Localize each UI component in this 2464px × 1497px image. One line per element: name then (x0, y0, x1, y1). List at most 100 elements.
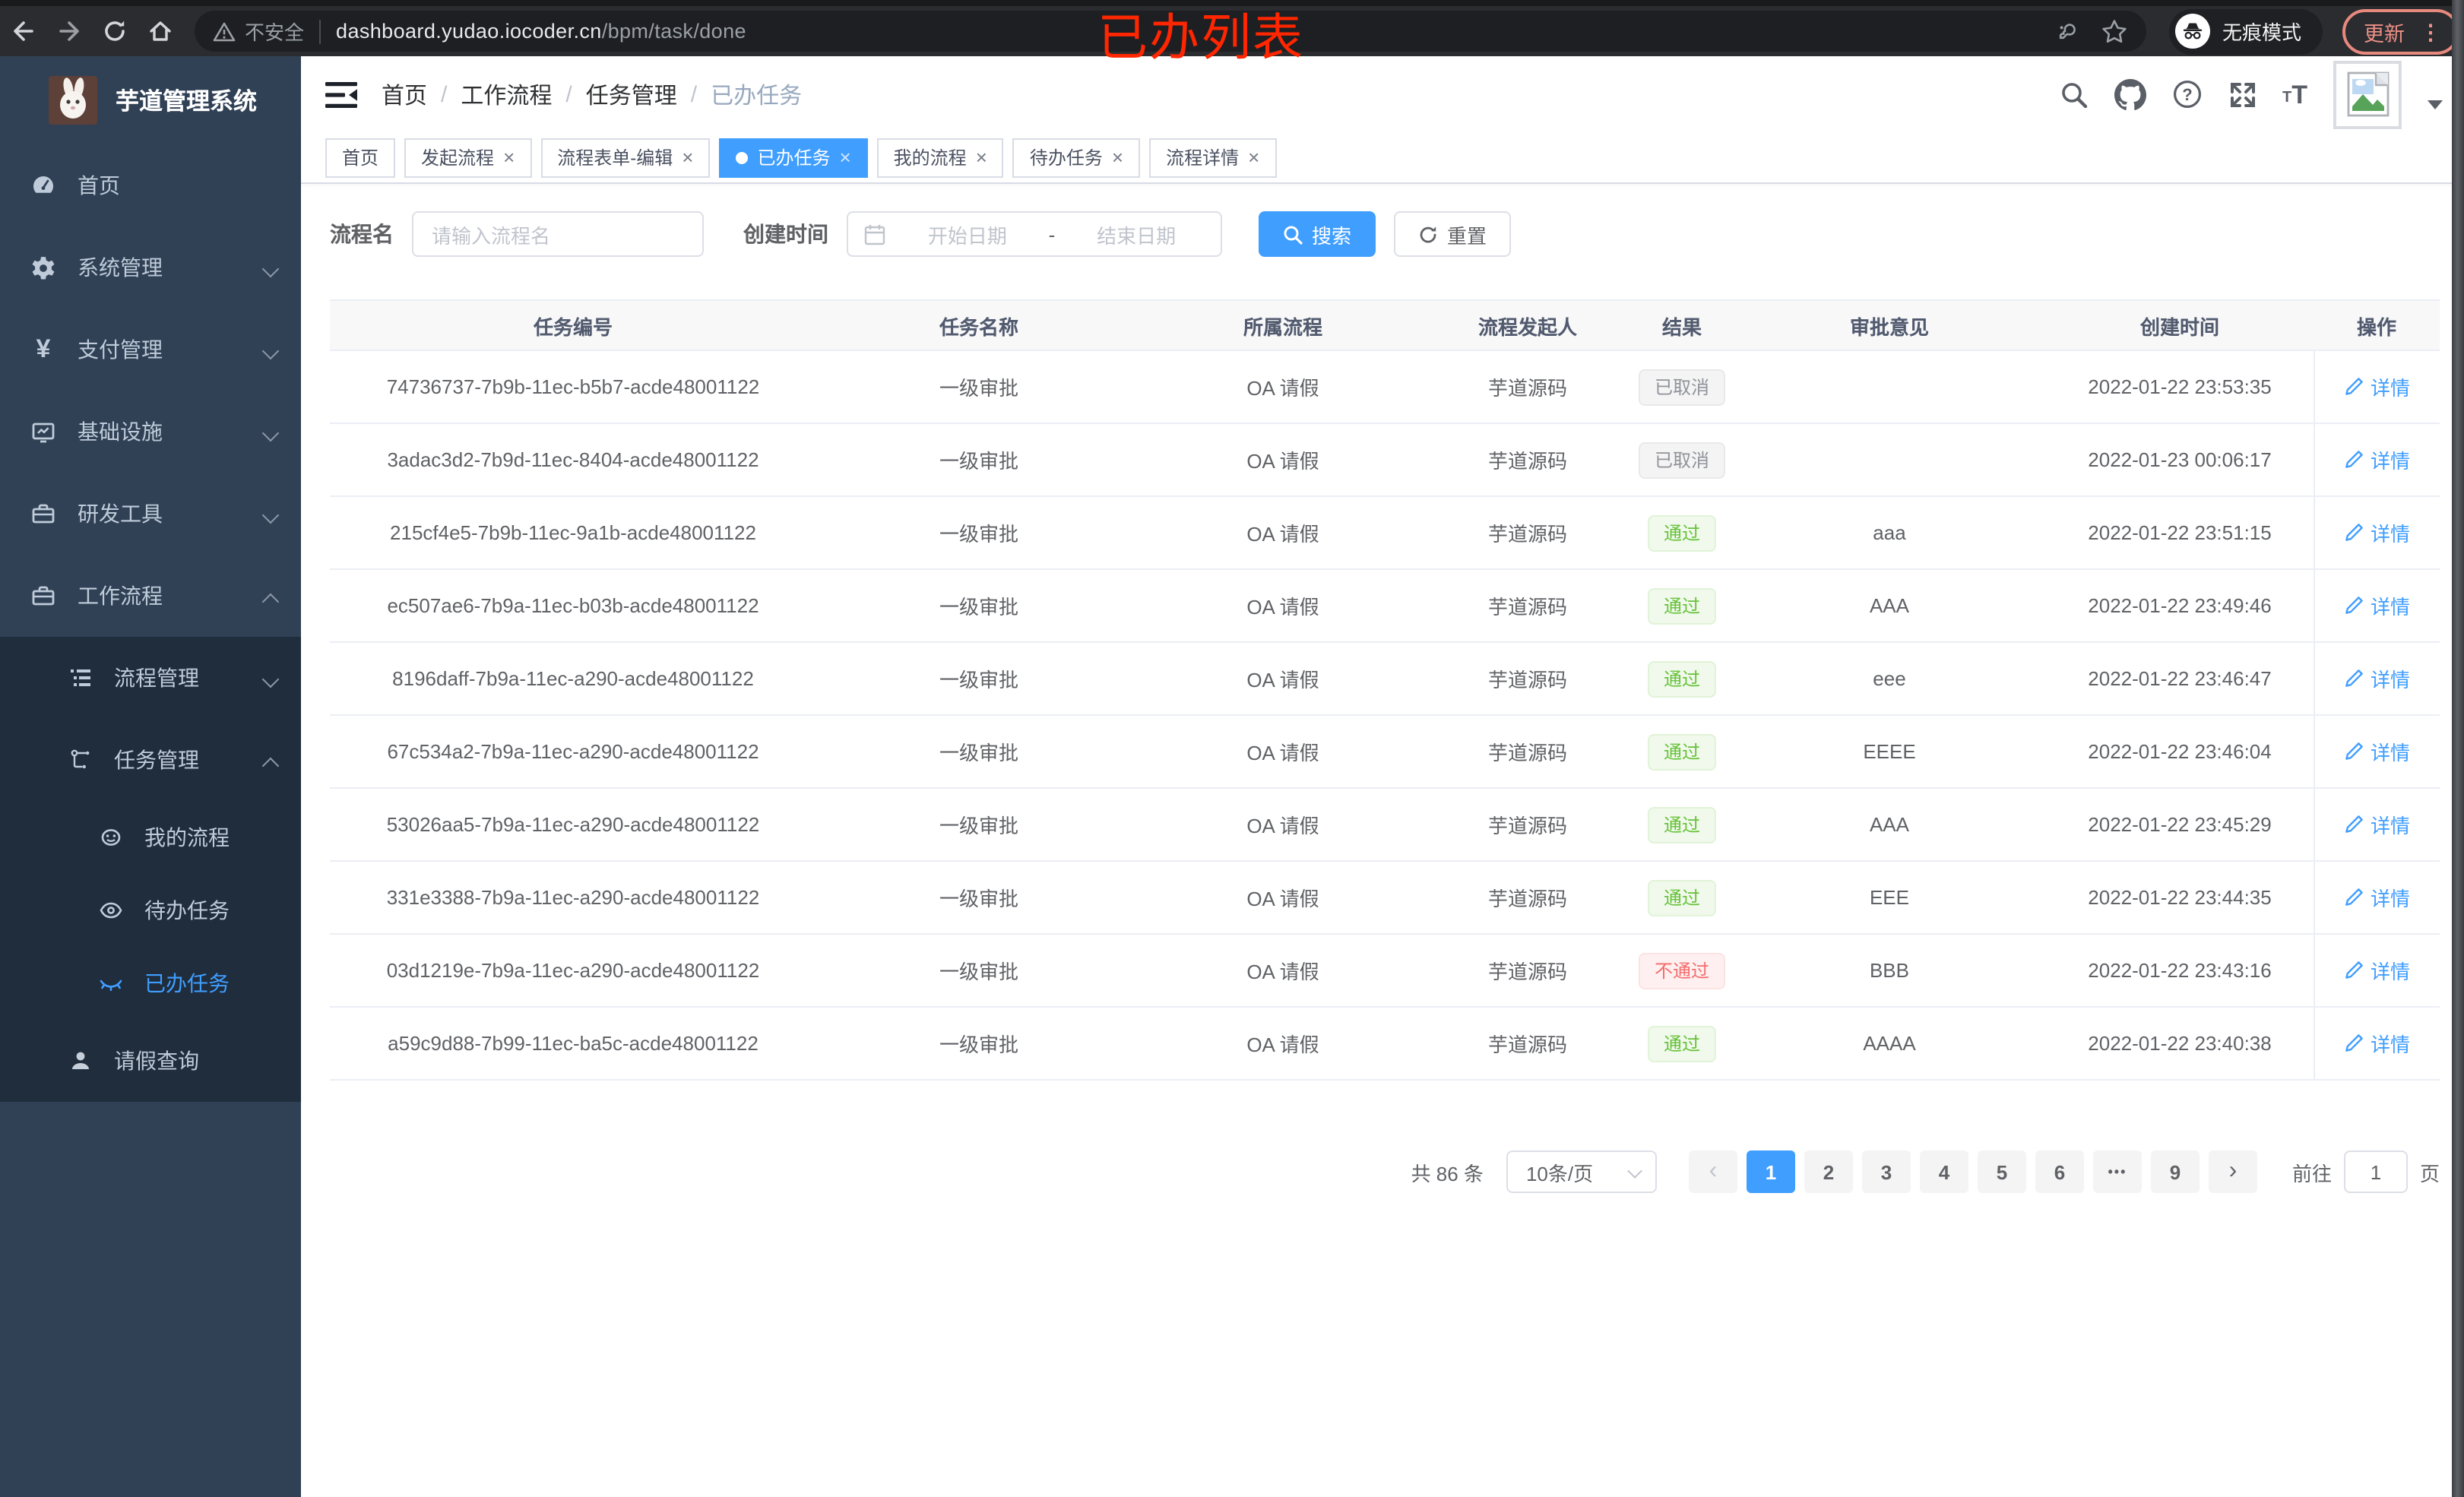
page-button[interactable]: 6 (2035, 1150, 2084, 1193)
date-range-picker[interactable]: 开始日期 - 结束日期 (847, 211, 1222, 257)
incognito-icon (2175, 14, 2210, 49)
address-bar[interactable]: 不安全 dashboard.yudao.iocoder.cn/bpm/task/… (195, 11, 2146, 52)
detail-link[interactable]: 详情 (2345, 883, 2410, 912)
browser-update-button[interactable]: 更新 ⋮ (2342, 8, 2460, 54)
process-name-label: 流程名 (330, 222, 394, 246)
breadcrumb-workflow[interactable]: 工作流程 (461, 83, 553, 109)
detail-link[interactable]: 详情 (2345, 445, 2410, 474)
created-time-cell: 2022-01-22 23:49:46 (2046, 570, 2314, 643)
browser-reload-button[interactable] (91, 18, 137, 44)
detail-link[interactable]: 详情 (2345, 518, 2410, 547)
detail-link[interactable]: 详情 (2345, 372, 2410, 401)
comment-cell: AAA (1733, 570, 2046, 643)
page-button[interactable]: 3 (1861, 1150, 1911, 1193)
task-id-cell: 8196daff-7b9a-11ec-a290-acde48001122 (330, 643, 816, 716)
task-id-cell: 67c534a2-7b9a-11ec-a290-acde48001122 (330, 716, 816, 789)
dashboard-icon (30, 172, 56, 198)
page-button[interactable]: 2 (1804, 1150, 1853, 1193)
detail-link[interactable]: 详情 (2345, 1029, 2410, 1058)
view-tab[interactable]: 流程表单-编辑 × (540, 138, 711, 177)
view-tab[interactable]: 待办任务 × (1012, 138, 1141, 177)
edit-icon (2346, 669, 2364, 687)
detail-link[interactable]: 详情 (2345, 591, 2410, 620)
sidebar-fold-icon[interactable] (325, 80, 357, 109)
chevron-down-icon (264, 342, 280, 357)
active-dot (736, 151, 749, 163)
sidebar-item-workflow[interactable]: 工作流程 (0, 555, 301, 637)
breadcrumb-task-mgmt[interactable]: 任务管理 (585, 83, 677, 109)
sidebar-logo[interactable]: 芋道管理系统 (0, 56, 301, 144)
table-row: 215cf4e5-7b9b-11ec-9a1b-acde48001122 一级审… (330, 497, 2440, 570)
close-icon[interactable]: × (1111, 146, 1124, 169)
close-icon[interactable]: × (503, 146, 515, 169)
page-button[interactable]: ••• (2092, 1150, 2142, 1193)
process-name-input[interactable]: 请输入流程名 (412, 211, 704, 257)
page-button[interactable]: 9 (2150, 1150, 2200, 1193)
page-button[interactable]: 4 (1919, 1150, 1968, 1193)
broken-image-icon (2346, 71, 2389, 117)
sidebar-item-done-tasks[interactable]: 已办任务 (0, 947, 301, 1020)
process-cell: OA 请假 (1142, 862, 1424, 935)
sidebar-item-label: 首页 (78, 173, 120, 198)
close-icon[interactable]: × (682, 146, 694, 169)
breadcrumb-current: 已办任务 (711, 83, 803, 109)
sidebar-item-system[interactable]: 系统管理 (0, 226, 301, 309)
view-tab[interactable]: 首页 × (325, 138, 396, 177)
process-cell: OA 请假 (1142, 424, 1424, 497)
browser-scrollbar[interactable] (2452, 0, 2464, 1497)
page-button[interactable]: 5 (1977, 1150, 2026, 1193)
avatar[interactable] (2333, 60, 2402, 128)
browser-back-button[interactable] (0, 18, 46, 44)
reset-button[interactable]: 重置 (1394, 211, 1512, 257)
page-button[interactable]: ‹ (1688, 1150, 1737, 1193)
detail-link[interactable]: 详情 (2345, 664, 2410, 693)
close-icon[interactable]: × (1248, 146, 1260, 169)
sidebar-item-infra[interactable]: 基础设施 (0, 391, 301, 473)
sidebar-item-devtools[interactable]: 研发工具 (0, 473, 301, 555)
view-tab[interactable]: 流程详情 × (1149, 138, 1277, 177)
avatar-caret-icon[interactable] (2428, 100, 2443, 109)
task-name-cell: 一级审批 (816, 351, 1142, 424)
page-size-select[interactable]: 10条/页 (1506, 1150, 1657, 1193)
gear-icon (30, 255, 56, 280)
sidebar-item-leave-query[interactable]: 请假查询 (0, 1020, 301, 1102)
security-label: 不安全 (245, 21, 305, 44)
page-button[interactable]: 1 (1746, 1150, 1795, 1193)
view-tab[interactable]: 发起流程 × (404, 138, 532, 177)
detail-link[interactable]: 详情 (2345, 737, 2410, 766)
view-tab[interactable]: 我的流程 × (876, 138, 1004, 177)
chevron-up-icon (264, 588, 280, 603)
browser-menu-icon[interactable]: ⋮ (2420, 19, 2442, 43)
column-header: 结果 (1631, 301, 1733, 351)
sidebar-item-payment[interactable]: ¥ 支付管理 (0, 309, 301, 391)
detail-link[interactable]: 详情 (2345, 810, 2410, 839)
table-row: 331e3388-7b9a-11ec-a290-acde48001122 一级审… (330, 862, 2440, 935)
browser-home-button[interactable] (137, 18, 182, 44)
fullscreen-icon[interactable] (2228, 80, 2257, 109)
help-icon[interactable]: ? (2171, 79, 2202, 109)
close-icon[interactable]: × (975, 146, 987, 169)
search-button[interactable]: 搜索 (1259, 211, 1376, 257)
task-name-cell: 一级审批 (816, 570, 1142, 643)
task-id-cell: 331e3388-7b9a-11ec-a290-acde48001122 (330, 862, 816, 935)
sidebar-item-todo-tasks[interactable]: 待办任务 (0, 874, 301, 947)
browser-forward-button[interactable] (46, 18, 91, 44)
github-icon[interactable] (2114, 78, 2146, 110)
password-key-icon[interactable] (2052, 17, 2079, 45)
goto-page-input[interactable]: 1 (2343, 1150, 2408, 1193)
close-icon[interactable]: × (839, 146, 851, 169)
breadcrumb-home[interactable]: 首页 (382, 83, 428, 109)
result-cell: 通过 (1631, 716, 1733, 789)
sidebar-item-task-mgmt[interactable]: 任务管理 (0, 719, 301, 801)
sidebar-item-process-mgmt[interactable]: 流程管理 (0, 637, 301, 719)
search-icon[interactable] (2059, 80, 2088, 109)
detail-link[interactable]: 详情 (2345, 956, 2410, 985)
sidebar-item-my-process[interactable]: 我的流程 (0, 801, 301, 874)
page-button[interactable]: › (2208, 1150, 2257, 1193)
bookmark-star-icon[interactable] (2101, 17, 2128, 45)
view-tab[interactable]: 已办任务 × (719, 138, 868, 177)
sidebar-item-home[interactable]: 首页 (0, 144, 301, 226)
